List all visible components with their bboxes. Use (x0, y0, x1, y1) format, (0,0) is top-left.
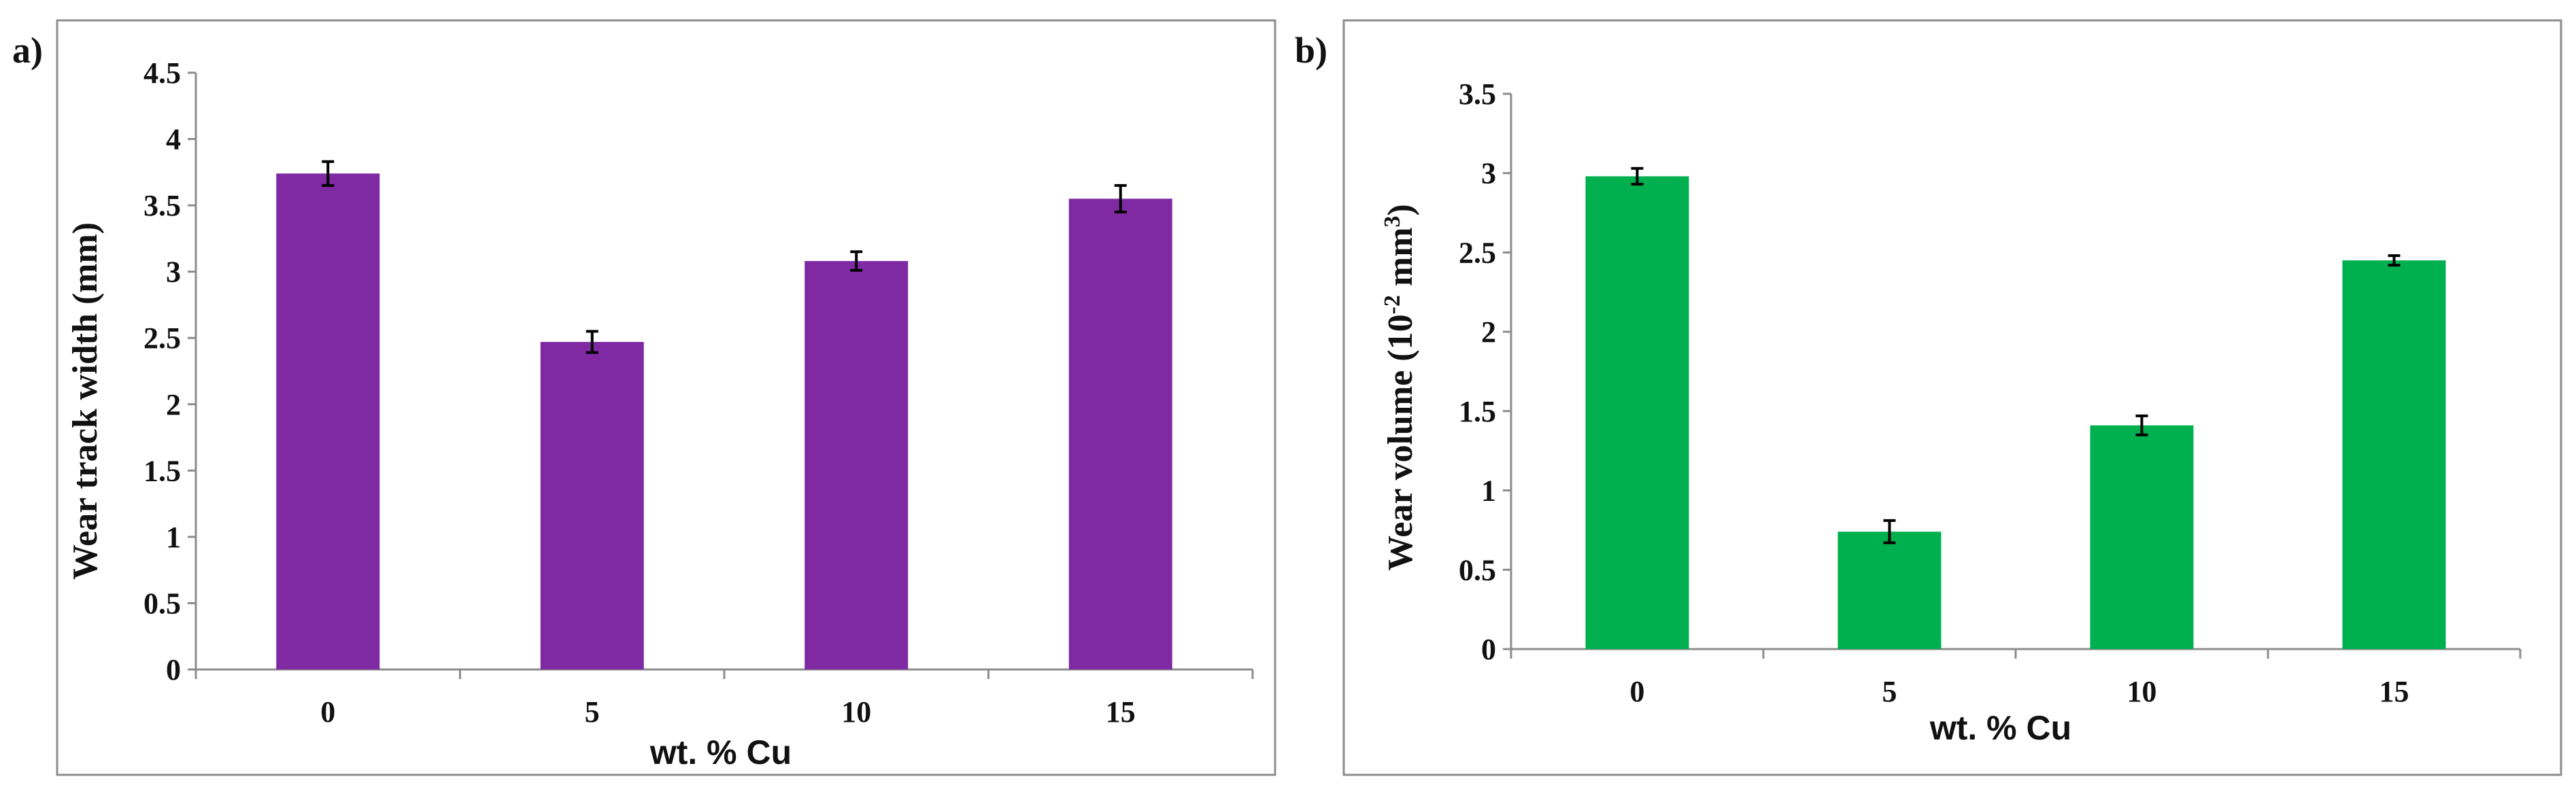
bar-b-5 (1837, 531, 1942, 649)
y-tick-label-b: 2.5 (1459, 236, 1496, 269)
y-tick-label-a: 3.5 (143, 189, 181, 222)
y-tick-label-a: 0 (166, 653, 181, 686)
x-tick-label-b: 0 (1630, 675, 1645, 708)
bar-b-10 (2090, 425, 2194, 649)
x-tick-label-a: 15 (1106, 695, 1136, 729)
y-tick-label-a: 1.5 (143, 454, 181, 487)
y-tick-label-b: 1 (1481, 474, 1496, 508)
bar-a-15 (1068, 198, 1172, 669)
x-tick-label-b: 5 (1882, 675, 1897, 708)
x-axis-label-a: wt. % Cu (649, 733, 792, 771)
x-tick-label-b: 10 (2127, 675, 2157, 708)
y-axis-label-b-sup1: -2 (1380, 295, 1405, 314)
y-axis-label-a: Wear track width (mm) (66, 222, 105, 580)
y-tick-label-a: 0.5 (143, 587, 181, 620)
panel-label-b: b) (1295, 30, 1327, 71)
y-axis-label-b-mid: mm (1381, 227, 1420, 295)
chart-panel-a: a) wt. % Cu Wear track width (mm) 0 0.5 1 1… (12, 19, 1276, 776)
y-tick-label-b: 1.5 (1459, 395, 1496, 428)
y-tick-label-b: 3 (1481, 157, 1496, 190)
y-tick-label-a: 4.5 (143, 56, 181, 90)
y-tick-label-a: 2 (166, 388, 181, 421)
y-tick-label-b: 0 (1481, 633, 1496, 666)
x-tick-label-a: 5 (585, 695, 600, 729)
chart-frame-b (1342, 19, 2562, 776)
x-tick-label-a: 0 (320, 695, 335, 729)
y-tick-label-b: 3.5 (1459, 77, 1496, 111)
bar-a-5 (540, 342, 644, 669)
y-tick-label-b: 2 (1481, 315, 1496, 349)
bar-a-10 (804, 261, 909, 670)
y-tick-label-b: 0.5 (1459, 553, 1496, 587)
y-axis-label-b-sup2: 3 (1380, 215, 1405, 227)
y-axis-label-b: Wear volume (10-2 mm3) (1380, 204, 1420, 571)
chart-panel-b: b) wt. % Cu Wear volume (10-2 mm3) 00.51… (1295, 19, 2562, 776)
chart-frame-a (56, 19, 1276, 776)
x-tick-label-a: 10 (841, 695, 871, 729)
x-tick-label-b: 15 (2379, 675, 2409, 708)
y-axis-label-b-main: Wear volume (10 (1381, 314, 1420, 570)
y-tick-label-a: 2.5 (143, 321, 181, 355)
y-tick-label-a: 3 (166, 256, 181, 289)
y-axis-label-b-end: ) (1381, 204, 1420, 215)
panel-label-a: a) (12, 30, 43, 71)
y-tick-label-a: 4 (166, 123, 181, 156)
bar-b-0 (1585, 176, 1689, 650)
x-axis-label-b: wt. % Cu (1929, 709, 2071, 747)
bar-a-0 (276, 173, 380, 670)
bar-b-15 (2342, 260, 2446, 650)
y-tick-label-a: 1 (166, 521, 181, 554)
